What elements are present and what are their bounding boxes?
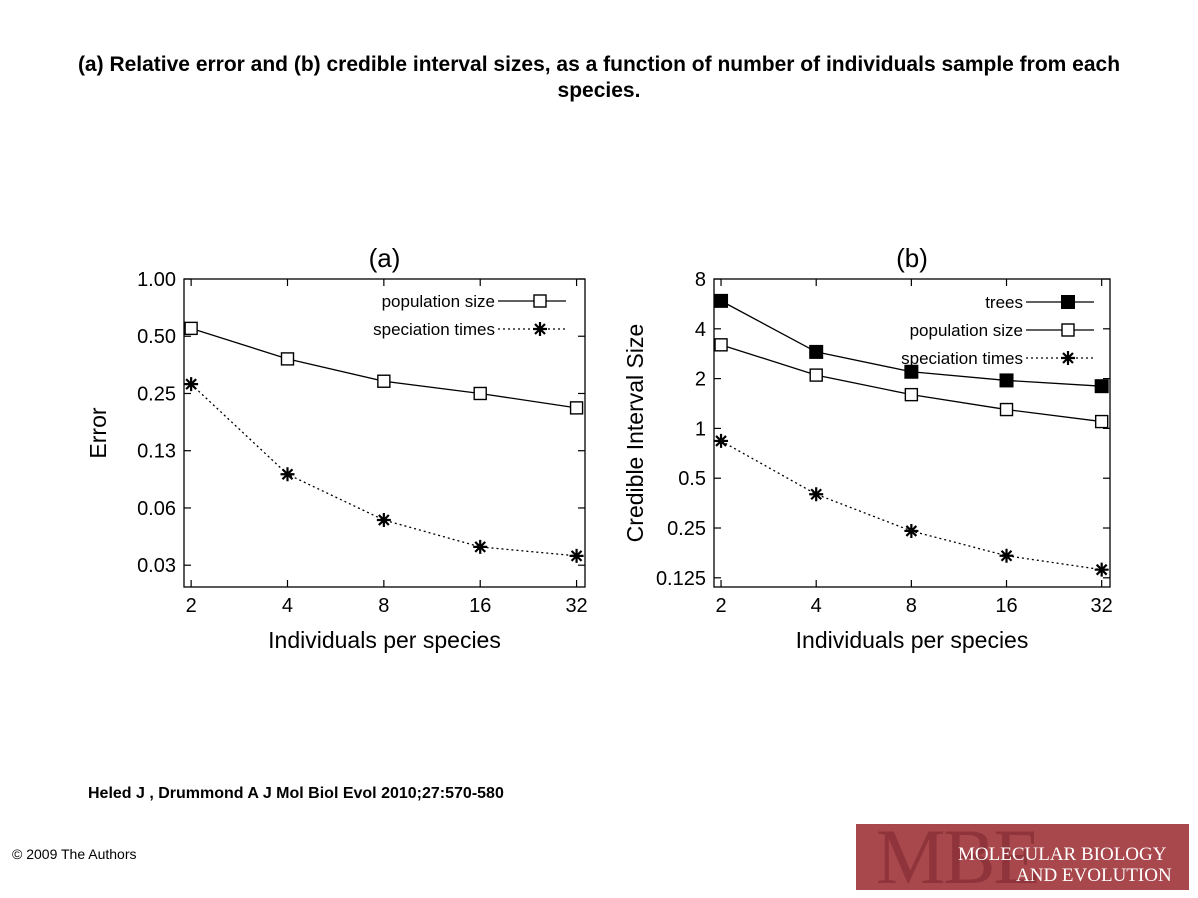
chart-b-y-axis-label: Credible Interval Size bbox=[622, 324, 648, 543]
chart-a: (a) 2 4 8 16 32 1.00 0.50 0.25 0.13 0.06 0.03 Indivi… bbox=[85, 243, 588, 653]
citation: Heled J , Drummond A J Mol Biol Evol 201… bbox=[88, 785, 504, 802]
chart-a-plot-frame bbox=[183, 278, 586, 588]
chart-b-x-tick-label: 8 bbox=[906, 595, 917, 617]
chart-b-x-tick-label: 16 bbox=[995, 595, 1017, 617]
chart-b-series-trees-point bbox=[714, 293, 729, 308]
chart-b-series-trees-point bbox=[999, 373, 1014, 388]
chart-a-series-population-size-point bbox=[280, 352, 295, 366]
chart-a-series-population-size-point bbox=[377, 374, 391, 388]
chart-a-series-speciation-times bbox=[184, 377, 584, 563]
chart-a-series-population-size-point bbox=[473, 386, 487, 401]
logo-line-1: MOLECULAR BIOLOGY bbox=[958, 844, 1167, 865]
chart-a-series-population-size bbox=[184, 321, 584, 415]
chart-a-y-tick-label: 1.00 bbox=[137, 269, 176, 291]
chart-b-y-tick-label: 4 bbox=[695, 319, 706, 341]
chart-a-title: (a) bbox=[369, 243, 401, 273]
chart-b-y-tick-label: 2 bbox=[695, 369, 706, 391]
chart-a-legend-label: speciation times bbox=[373, 320, 495, 339]
chart-b-x-tick-label: 2 bbox=[715, 595, 726, 617]
chart-a-legend-marker bbox=[533, 322, 547, 336]
chart-b-series-speciation-times-point bbox=[1094, 562, 1109, 577]
chart-a-series-speciation-times-line bbox=[190, 383, 577, 557]
chart-b-series-trees-point bbox=[809, 344, 824, 359]
chart-b-legend-label: trees bbox=[985, 293, 1023, 312]
chart-b-legend-label: speciation times bbox=[901, 349, 1023, 368]
chart-a-series-population-size-point bbox=[184, 321, 198, 336]
chart-b-y-tick-label: 0.125 bbox=[656, 568, 706, 590]
chart-a-series-speciation-times-point bbox=[569, 548, 584, 563]
chart-b-legend-entry: speciation times bbox=[901, 349, 1094, 368]
chart-a-series-speciation-times-point bbox=[376, 513, 391, 528]
chart-a-y-tick-label: 0.25 bbox=[137, 383, 176, 405]
chart-b-series-speciation-times-point bbox=[999, 548, 1014, 563]
chart-b-series-population-size-point bbox=[999, 402, 1014, 417]
chart-a-series-speciation-times-point bbox=[280, 467, 295, 482]
chart-b-series-trees-point bbox=[1094, 379, 1109, 394]
chart-a-legend-label: population size bbox=[382, 292, 495, 311]
chart-b-series-speciation-times-point bbox=[714, 433, 729, 448]
chart-b-series-trees-point bbox=[904, 364, 919, 379]
chart-b-legend-entry: population size bbox=[910, 321, 1094, 340]
chart-a-legend-marker bbox=[533, 294, 547, 308]
chart-a-x-tick-label: 4 bbox=[282, 595, 293, 617]
copyright: © 2009 The Authors bbox=[12, 846, 137, 862]
chart-b-series-speciation-times-point bbox=[904, 523, 919, 538]
chart-a-y-tick-label: 0.06 bbox=[137, 498, 176, 520]
chart-b-series-trees bbox=[714, 293, 1109, 394]
chart-a-x-axis-label: Individuals per species bbox=[268, 627, 501, 653]
logo-line-2: AND EVOLUTION bbox=[1016, 865, 1172, 886]
chart-b: (b) 2 4 8 16 32 8 4 2 1 0.5 0.25 0.125 Individuals pe… bbox=[622, 243, 1113, 653]
chart-a-series-speciation-times-point bbox=[184, 377, 199, 392]
chart-b-plot-frame bbox=[713, 278, 1111, 588]
chart-a-series-population-size-line bbox=[190, 327, 577, 409]
chart-b-series-speciation-times bbox=[714, 433, 1109, 577]
chart-b-series-population-size-point bbox=[809, 368, 823, 382]
page-title: (a) Relative error and (b) credible inte… bbox=[77, 53, 1121, 102]
chart-b-x-tick-label: 32 bbox=[1091, 595, 1113, 617]
chart-b-x-tick-label: 4 bbox=[811, 595, 822, 617]
chart-b-legend-marker bbox=[1061, 323, 1075, 337]
chart-a-y-tick-label: 0.13 bbox=[137, 441, 176, 463]
chart-a-y-tick-label: 0.50 bbox=[137, 326, 176, 348]
chart-b-legend-label: population size bbox=[910, 321, 1023, 340]
chart-b-series-population-size-point bbox=[714, 338, 728, 352]
chart-a-y-axis-label: Error bbox=[85, 407, 111, 458]
chart-a-x-tick-label: 2 bbox=[186, 595, 197, 617]
chart-a-x-tick-label: 32 bbox=[565, 595, 587, 617]
chart-a-x-tick-label: 16 bbox=[469, 595, 491, 617]
chart-a-legend-entry: population size bbox=[382, 292, 566, 311]
chart-a-x-tick-label: 8 bbox=[378, 595, 389, 617]
chart-b-series-population-size bbox=[714, 338, 1109, 429]
chart-a-series-population-size-point bbox=[569, 401, 584, 415]
chart-b-y-tick-label: 1 bbox=[695, 418, 706, 440]
chart-a-series-speciation-times-point bbox=[473, 539, 488, 554]
chart-b-legend-marker bbox=[1061, 295, 1075, 309]
journal-logo: MBE MOLECULAR BIOLOGY AND EVOLUTION bbox=[856, 824, 1189, 890]
logo-mark: MBE bbox=[876, 824, 1041, 890]
chart-b-x-axis-label: Individuals per species bbox=[796, 627, 1029, 653]
chart-b-y-tick-label: 0.5 bbox=[678, 468, 706, 490]
chart-b-series-population-size-point bbox=[1094, 414, 1109, 429]
chart-b-y-tick-label: 8 bbox=[695, 269, 706, 291]
chart-b-series-population-size-point bbox=[904, 387, 919, 402]
chart-b-series-speciation-times-point bbox=[809, 487, 824, 502]
chart-b-series-speciation-times-line bbox=[720, 440, 1102, 571]
chart-a-legend-entry: speciation times bbox=[373, 320, 566, 339]
chart-b-y-tick-label: 0.25 bbox=[667, 518, 706, 540]
chart-a-y-tick-label: 0.03 bbox=[137, 555, 176, 577]
chart-b-legend-marker bbox=[1061, 351, 1075, 365]
chart-b-legend-entry: trees bbox=[985, 293, 1094, 312]
chart-b-title: (b) bbox=[896, 243, 928, 273]
